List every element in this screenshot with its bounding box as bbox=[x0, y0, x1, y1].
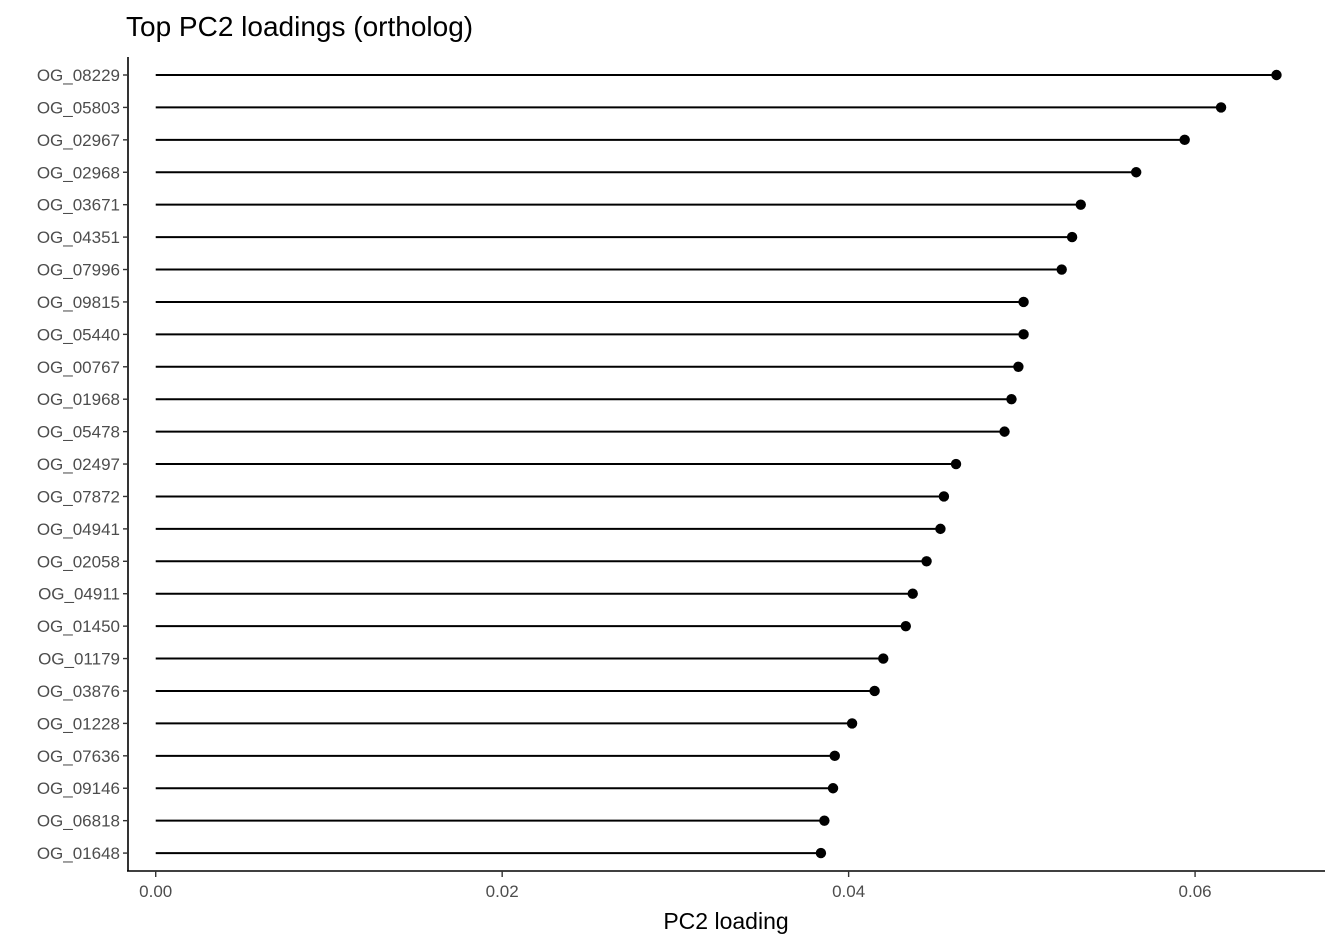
lollipop-point bbox=[1013, 361, 1024, 372]
x-tick-label: 0.04 bbox=[832, 882, 865, 901]
lollipop-point bbox=[827, 783, 839, 794]
lollipop-point bbox=[935, 523, 946, 535]
chart-title: Top PC2 loadings (ortholog) bbox=[126, 11, 473, 42]
y-tick-label: OG_07996 bbox=[37, 261, 120, 280]
y-tick-label: OG_03671 bbox=[37, 196, 120, 215]
y-tick-label: OG_04911 bbox=[38, 585, 120, 604]
y-tick-label: OG_00767 bbox=[37, 358, 120, 377]
y-tick-label: OG_01648 bbox=[37, 844, 120, 863]
lollipop-point bbox=[999, 426, 1010, 437]
y-tick-label: OG_09146 bbox=[37, 779, 120, 798]
lollipop-point bbox=[878, 653, 889, 664]
lollipop-point bbox=[1056, 264, 1067, 275]
x-axis-ticks: 0.00 0.02 0.04 0.06 bbox=[139, 871, 1212, 901]
lollipop-point bbox=[819, 815, 830, 826]
y-tick-label: OG_01450 bbox=[37, 617, 120, 636]
y-tick-label: OG_09815 bbox=[37, 293, 120, 312]
y-tick-label: OG_05440 bbox=[37, 325, 120, 344]
lollipop-point bbox=[1271, 69, 1282, 81]
y-tick-label: OG_01968 bbox=[37, 390, 120, 409]
x-tick-label: 0.02 bbox=[486, 882, 519, 901]
lollipop-point bbox=[1018, 329, 1029, 340]
x-tick-label: 0.00 bbox=[139, 882, 172, 901]
lollipop-point bbox=[815, 847, 827, 859]
lollipop-point bbox=[921, 556, 932, 567]
lollipop-point bbox=[1006, 394, 1017, 405]
lollipop-point bbox=[1179, 134, 1190, 146]
plot-area bbox=[155, 69, 1282, 859]
y-tick-label: OG_05478 bbox=[37, 423, 120, 442]
lollipop-point bbox=[1215, 102, 1227, 113]
y-tick-label: OG_08229 bbox=[37, 66, 120, 85]
lollipop-point bbox=[1130, 167, 1142, 178]
x-tick-label: 0.06 bbox=[1179, 882, 1212, 901]
y-tick-label: OG_02968 bbox=[37, 163, 120, 182]
lollipop-point bbox=[869, 685, 880, 697]
y-tick-label: OG_01179 bbox=[38, 650, 120, 669]
y-tick-label: OG_04941 bbox=[37, 520, 120, 539]
y-tick-label: OG_03876 bbox=[37, 682, 120, 701]
y-tick-label: OG_05803 bbox=[37, 98, 120, 117]
y-tick-label: OG_02497 bbox=[37, 455, 120, 474]
lollipop-point bbox=[938, 491, 950, 502]
y-tick-label: OG_01228 bbox=[37, 714, 120, 733]
lollipop-point bbox=[1018, 296, 1029, 308]
x-axis-title: PC2 loading bbox=[663, 908, 788, 934]
y-tick-label: OG_06818 bbox=[37, 812, 120, 831]
lollipop-point bbox=[829, 750, 840, 762]
lollipop-point bbox=[900, 620, 911, 632]
lollipop-point bbox=[846, 718, 858, 729]
lollipop-point bbox=[907, 588, 918, 599]
lollipop-point bbox=[950, 458, 962, 470]
y-tick-label: OG_07636 bbox=[37, 747, 120, 766]
lollipop-point bbox=[1075, 199, 1086, 210]
y-tick-label: OG_02967 bbox=[37, 131, 120, 150]
y-tick-label: OG_04351 bbox=[37, 228, 120, 247]
y-axis-ticks: OG_08229 OG_05803 OG_02967 OG_02968 OG_03671… bbox=[37, 66, 128, 863]
y-tick-label: OG_07872 bbox=[37, 487, 120, 506]
lollipop-point bbox=[1066, 231, 1078, 243]
y-tick-label: OG_02058 bbox=[37, 552, 120, 571]
